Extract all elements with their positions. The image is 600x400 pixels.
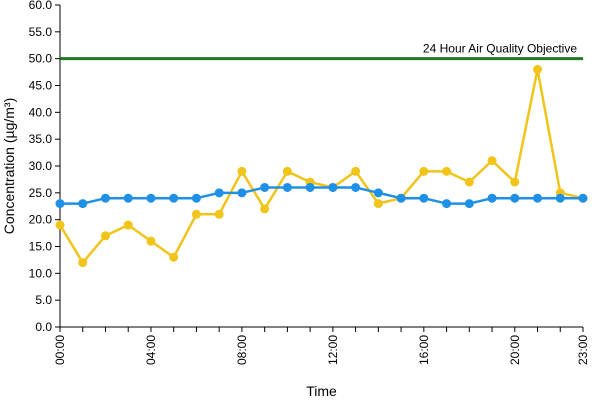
data-point [442, 199, 452, 209]
data-point [464, 177, 474, 187]
data-point [510, 193, 520, 203]
data-point [78, 199, 88, 209]
y-tick-label: 35.0 [29, 132, 53, 146]
y-tick-label: 25.0 [29, 186, 53, 200]
data-point [351, 182, 361, 192]
x-tick-label: 20:00 [508, 335, 522, 365]
y-axis-ticks: 0.0 5.0 10.0 15.0 20.0 25.0 30.0 35.0 40.0 45.0 50… [29, 0, 60, 334]
x-tick-label: 08:00 [235, 335, 249, 365]
y-tick-label: 20.0 [29, 213, 53, 227]
data-point [237, 166, 247, 176]
y-axis-title: Concentration (µg/m³) [1, 98, 17, 234]
data-point [373, 199, 383, 209]
x-axis-ticks: 00:00 04:00 08:00 12:00 16:00 20:00 23:00 [53, 327, 590, 365]
data-point [282, 166, 292, 176]
x-tick-label: 16:00 [417, 335, 431, 365]
data-point [55, 220, 65, 230]
data-point [191, 193, 201, 203]
series-line [58, 68, 584, 264]
data-point [373, 188, 383, 198]
data-point [55, 199, 65, 209]
series-line [60, 186, 583, 205]
data-point [214, 188, 224, 198]
y-tick-label: 40.0 [29, 105, 53, 119]
data-point [191, 209, 201, 219]
data-point [510, 177, 520, 187]
data-point [487, 193, 497, 203]
y-tick-label: 5.0 [35, 293, 52, 307]
data-point [555, 193, 565, 203]
data-point [260, 182, 270, 192]
data-point [419, 193, 429, 203]
reference-line-group: 24 Hour Air Quality Objective [60, 42, 583, 61]
y-tick-label: 15.0 [29, 240, 53, 254]
data-point [464, 199, 474, 209]
series-0 [55, 64, 588, 268]
data-point [123, 193, 133, 203]
data-point [146, 236, 156, 246]
data-point [169, 252, 179, 262]
data-point [396, 193, 406, 203]
series-1 [55, 182, 588, 209]
data-point [169, 193, 179, 203]
x-tick-label: 04:00 [144, 335, 158, 365]
y-tick-label: 60.0 [29, 0, 53, 12]
data-point [214, 209, 224, 219]
data-point [351, 166, 361, 176]
data-point [100, 193, 110, 203]
data-point [282, 182, 292, 192]
data-point [146, 193, 156, 203]
data-point [328, 182, 338, 192]
data-point [578, 193, 588, 203]
data-point [100, 231, 110, 241]
data-point [123, 220, 133, 230]
data-point [78, 258, 88, 268]
y-tick-label: 10.0 [29, 266, 53, 280]
data-point [305, 182, 315, 192]
y-tick-label: 30.0 [29, 159, 53, 173]
reference-line-label: 24 Hour Air Quality Objective [423, 42, 577, 56]
x-tick-label: 23:00 [576, 335, 590, 365]
data-point [442, 166, 452, 176]
data-point [260, 204, 270, 214]
data-point [533, 64, 543, 74]
data-point [237, 188, 247, 198]
series-group [55, 64, 588, 268]
data-point [487, 156, 497, 166]
x-tick-label: 00:00 [53, 335, 67, 365]
y-tick-label: 50.0 [29, 52, 53, 66]
y-tick-label: 45.0 [29, 79, 53, 93]
data-point [419, 166, 429, 176]
y-tick-label: 55.0 [29, 25, 53, 39]
data-point [533, 193, 543, 203]
x-tick-label: 12:00 [326, 335, 340, 365]
x-axis-title: Time [306, 383, 337, 399]
y-tick-label: 0.0 [35, 320, 52, 334]
